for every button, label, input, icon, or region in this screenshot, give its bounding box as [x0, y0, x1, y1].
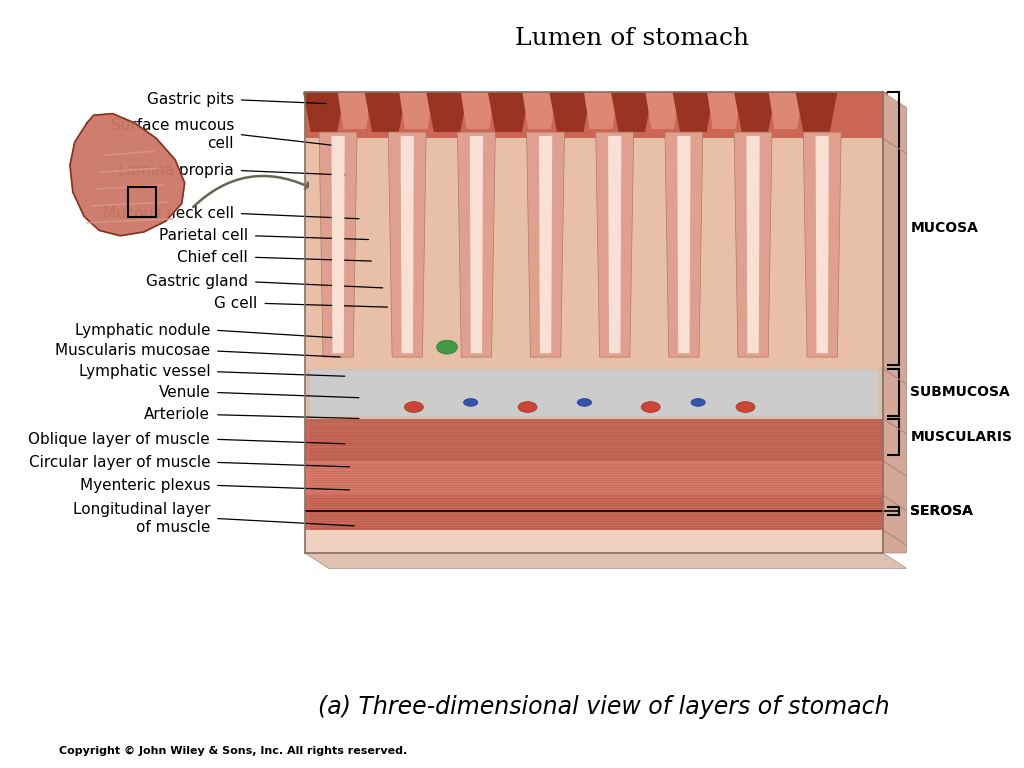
- Bar: [305, 92, 888, 399]
- Text: Myenteric plexus: Myenteric plexus: [80, 478, 210, 493]
- Text: Venule: Venule: [159, 385, 210, 400]
- Text: MUSCULARIS: MUSCULARIS: [910, 429, 1013, 444]
- Ellipse shape: [436, 340, 458, 354]
- Polygon shape: [399, 92, 433, 129]
- Polygon shape: [796, 92, 838, 132]
- Polygon shape: [596, 132, 634, 357]
- Text: Lymphatic nodule: Lymphatic nodule: [75, 323, 210, 338]
- Polygon shape: [608, 136, 622, 353]
- Text: SEROSA: SEROSA: [910, 504, 973, 518]
- Text: Gastric gland: Gastric gland: [146, 274, 248, 290]
- Ellipse shape: [578, 399, 592, 406]
- Text: Lumen of stomach: Lumen of stomach: [515, 27, 749, 50]
- Text: SEROSA: SEROSA: [910, 504, 973, 518]
- Text: Lamina propria: Lamina propria: [118, 163, 233, 178]
- Ellipse shape: [464, 399, 478, 406]
- Polygon shape: [611, 92, 652, 132]
- Bar: [305, 530, 888, 553]
- Polygon shape: [338, 92, 372, 129]
- Text: Copyright © John Wiley & Sons, Inc. All rights reserved.: Copyright © John Wiley & Sons, Inc. All …: [58, 746, 407, 756]
- Ellipse shape: [518, 402, 537, 412]
- Polygon shape: [815, 136, 828, 353]
- Ellipse shape: [641, 402, 660, 412]
- Polygon shape: [388, 132, 426, 357]
- Text: G cell: G cell: [214, 296, 258, 311]
- Polygon shape: [584, 92, 618, 129]
- Polygon shape: [803, 132, 841, 357]
- Text: Muscularis mucosae: Muscularis mucosae: [55, 343, 210, 359]
- Polygon shape: [526, 132, 564, 357]
- Bar: [305, 92, 888, 138]
- Text: Parietal cell: Parietal cell: [159, 228, 248, 243]
- Bar: [128, 187, 157, 217]
- Text: Oblique layer of muscle: Oblique layer of muscle: [29, 432, 210, 447]
- Text: Mucous neck cell: Mucous neck cell: [102, 206, 233, 221]
- Text: Circular layer of muscle: Circular layer of muscle: [29, 455, 210, 470]
- Text: Chief cell: Chief cell: [177, 250, 248, 265]
- Polygon shape: [70, 114, 184, 236]
- Ellipse shape: [404, 402, 423, 412]
- Polygon shape: [539, 136, 552, 353]
- Ellipse shape: [691, 399, 706, 406]
- Text: (a) Three-dimensional view of layers of stomach: (a) Three-dimensional view of layers of …: [317, 694, 889, 719]
- Polygon shape: [522, 92, 556, 129]
- Text: Lymphatic vessel: Lymphatic vessel: [79, 364, 210, 379]
- Polygon shape: [319, 132, 357, 357]
- Polygon shape: [365, 92, 407, 132]
- Polygon shape: [303, 92, 345, 132]
- Polygon shape: [677, 136, 690, 353]
- Text: Gastric pits: Gastric pits: [146, 92, 233, 108]
- Polygon shape: [426, 92, 468, 132]
- Polygon shape: [461, 92, 495, 129]
- Bar: [305, 138, 888, 369]
- Polygon shape: [487, 92, 529, 132]
- Polygon shape: [734, 132, 772, 357]
- Polygon shape: [332, 136, 345, 353]
- Polygon shape: [470, 136, 483, 353]
- Polygon shape: [549, 92, 591, 132]
- Polygon shape: [645, 92, 680, 129]
- Polygon shape: [746, 136, 760, 353]
- Polygon shape: [673, 92, 714, 132]
- Text: SUBMUCOSA: SUBMUCOSA: [910, 386, 1010, 399]
- Bar: [309, 370, 879, 416]
- Polygon shape: [665, 132, 702, 357]
- Bar: [305, 369, 888, 419]
- Text: Arteriole: Arteriole: [144, 407, 210, 422]
- Polygon shape: [400, 136, 414, 353]
- Text: Longitudinal layer
of muscle: Longitudinal layer of muscle: [73, 502, 210, 535]
- Polygon shape: [769, 92, 803, 129]
- Bar: [305, 495, 888, 530]
- Ellipse shape: [736, 402, 755, 412]
- Text: Surface mucous
cell: Surface mucous cell: [111, 118, 233, 151]
- Bar: [305, 419, 888, 461]
- Bar: [305, 461, 888, 495]
- Polygon shape: [708, 92, 741, 129]
- Polygon shape: [883, 92, 906, 553]
- Text: MUCOSA: MUCOSA: [910, 221, 978, 236]
- Polygon shape: [458, 132, 496, 357]
- Polygon shape: [734, 92, 776, 132]
- Polygon shape: [305, 553, 906, 568]
